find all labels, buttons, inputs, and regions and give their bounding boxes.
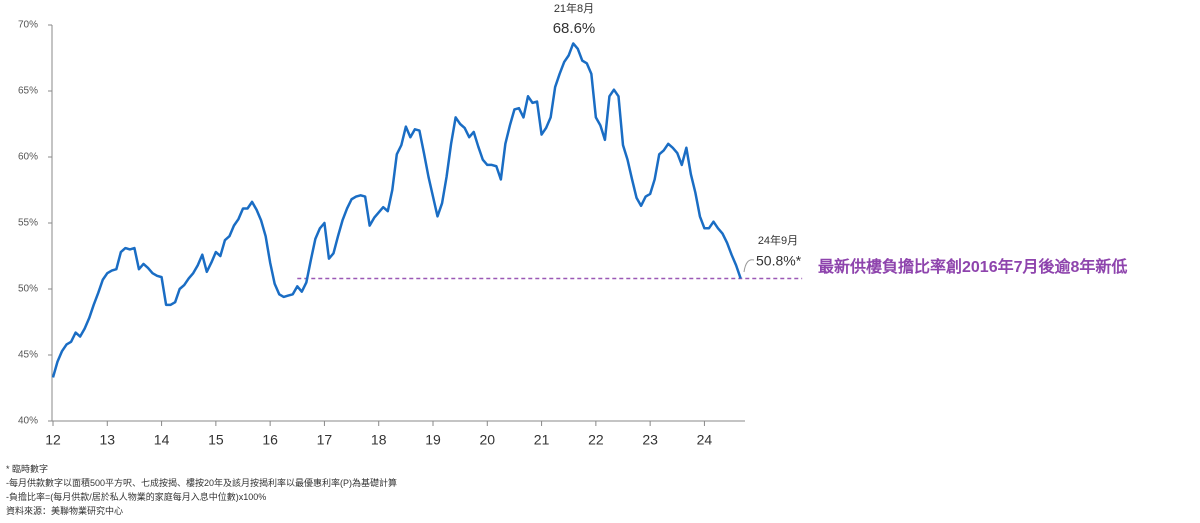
- y-tick-label: 50%: [18, 284, 38, 295]
- y-tick-label: 65%: [18, 86, 38, 97]
- latest-date: 24年9月: [758, 233, 798, 247]
- y-tick-label: 55%: [18, 218, 38, 229]
- x-tick-label: 15: [208, 432, 224, 448]
- y-tick-label: 40%: [18, 416, 38, 427]
- footnote: -負擔比率=(每月供款/居於私人物業的家庭每月入息中位數)x100%: [6, 491, 266, 502]
- x-tick-label: 24: [697, 432, 713, 448]
- x-tick-label: 20: [479, 432, 495, 448]
- x-tick-label: 14: [154, 432, 170, 448]
- y-tick-label: 70%: [18, 20, 38, 31]
- x-tick-label: 22: [588, 432, 604, 448]
- x-tick-label: 13: [99, 432, 115, 448]
- y-tick-label: 45%: [18, 350, 38, 361]
- x-tick-label: 17: [317, 432, 333, 448]
- x-tick-label: 19: [425, 432, 441, 448]
- x-tick-label: 23: [642, 432, 658, 448]
- connector: [743, 259, 755, 273]
- note: 最新供樓負擔比率創2016年7月後逾8年新低: [818, 257, 1127, 276]
- latest-value: 50.8%*: [756, 253, 802, 269]
- peak-value: 68.6%: [553, 20, 596, 37]
- line-series: [51, 42, 742, 378]
- x-tick-label: 21: [534, 432, 550, 448]
- peak-date: 21年8月: [554, 1, 594, 15]
- footnote: 資料來源：美聯物業研究中心: [6, 505, 123, 516]
- footnote: * 臨時數字: [6, 463, 48, 474]
- y-tick-label: 60%: [18, 152, 38, 163]
- x-tick-label: 16: [262, 432, 278, 448]
- x-tick-label: 12: [45, 432, 61, 448]
- x-tick-label: 18: [371, 432, 387, 448]
- footnote: -每月供款數字以面積500平方呎、七成按揭、樓按20年及該月按揭利率以最優惠利率…: [6, 477, 397, 488]
